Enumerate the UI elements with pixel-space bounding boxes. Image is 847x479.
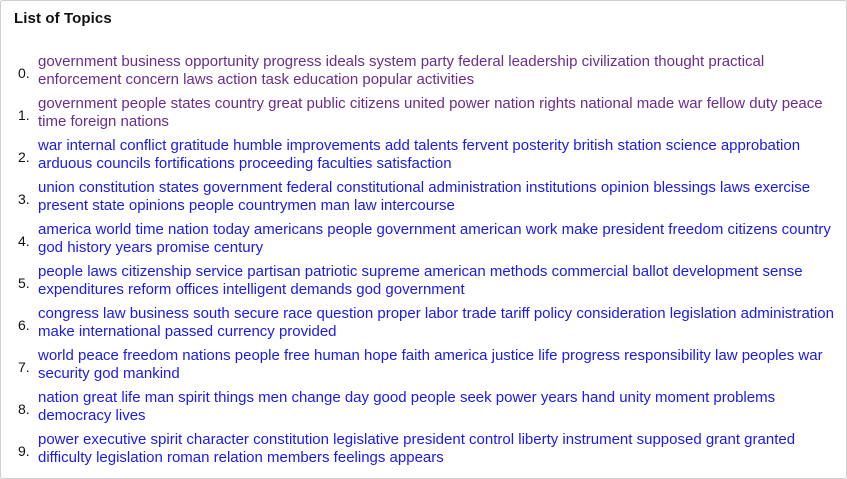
topic-number: 5. <box>18 275 30 291</box>
list-item: 7. world peace freedom nations people fr… <box>1 347 846 389</box>
topic-number: 6. <box>18 317 30 333</box>
topic-link-3[interactable]: union constitution states government fed… <box>38 179 811 214</box>
topic-link-8[interactable]: nation great life man spirit things men … <box>38 389 776 424</box>
topic-number: 9. <box>18 443 30 459</box>
list-item: 9. power executive spirit character cons… <box>1 431 846 473</box>
topic-link-2[interactable]: war internal conflict gratitude humble i… <box>38 137 801 172</box>
list-item: 6. congress law business south secure ra… <box>1 305 846 347</box>
page-title: List of Topics <box>14 10 112 27</box>
list-item: 0. government business opportunity progr… <box>1 53 846 95</box>
topic-number: 3. <box>18 191 30 207</box>
topic-link-5[interactable]: people laws citizenship service partisan… <box>38 263 803 298</box>
topic-link-9[interactable]: power executive spirit character constit… <box>38 431 796 466</box>
topic-number: 0. <box>18 65 30 81</box>
topic-number: 7. <box>18 359 30 375</box>
topic-number: 2. <box>18 149 30 165</box>
list-item: 5. people laws citizenship service parti… <box>1 263 846 305</box>
list-item: 4. america world time nation today ameri… <box>1 221 846 263</box>
list-item: 8. nation great life man spirit things m… <box>1 389 846 431</box>
topic-link-1[interactable]: government people states country great p… <box>38 95 823 130</box>
topic-link-4[interactable]: america world time nation today american… <box>38 221 831 256</box>
topic-link-6[interactable]: congress law business south secure race … <box>38 305 834 340</box>
list-item: 2. war internal conflict gratitude humbl… <box>1 137 846 179</box>
topic-number: 1. <box>18 107 30 123</box>
list-item: 1. government people states country grea… <box>1 95 846 137</box>
topic-number: 8. <box>18 401 30 417</box>
topic-link-0[interactable]: government business opportunity progress… <box>38 53 765 88</box>
list-item: 3. union constitution states government … <box>1 179 846 221</box>
topic-link-7[interactable]: world peace freedom nations people free … <box>38 347 823 382</box>
topic-list: 0. government business opportunity progr… <box>1 53 846 473</box>
topic-number: 4. <box>18 233 30 249</box>
